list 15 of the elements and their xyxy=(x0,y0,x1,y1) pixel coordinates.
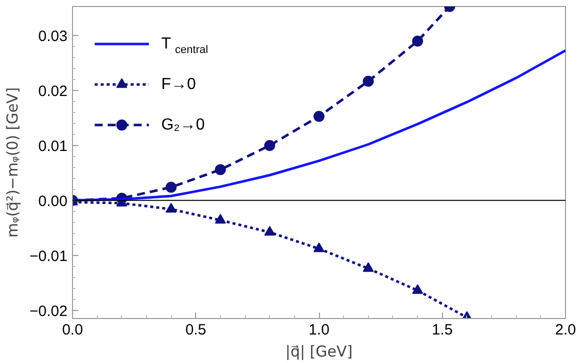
legend-label: G₂→0 xyxy=(161,116,205,134)
y-axis-title: mᵩ(q⃗²)−mᵩ(0) [GeV] xyxy=(4,87,22,238)
x-tick-label: 1.0 xyxy=(308,322,330,338)
y-tick-label: 0.02 xyxy=(38,83,68,100)
legend-label: F→0 xyxy=(161,76,196,93)
x-tick-label: 0.0 xyxy=(62,322,83,338)
y-tick-label: 0.03 xyxy=(38,28,68,46)
x-tick-label: 2.0 xyxy=(555,322,576,338)
y-tick-label: −0.01 xyxy=(30,248,68,265)
x-tick-label: 0.5 xyxy=(185,322,206,338)
x-axis-title: |q⃗| [GeV] xyxy=(285,342,353,360)
y-tick-label: −0.02 xyxy=(30,302,68,320)
y-tick-label: 0.00 xyxy=(38,192,68,210)
y-tick-label: 0.01 xyxy=(38,138,68,155)
x-tick-label: 1.5 xyxy=(432,322,453,338)
